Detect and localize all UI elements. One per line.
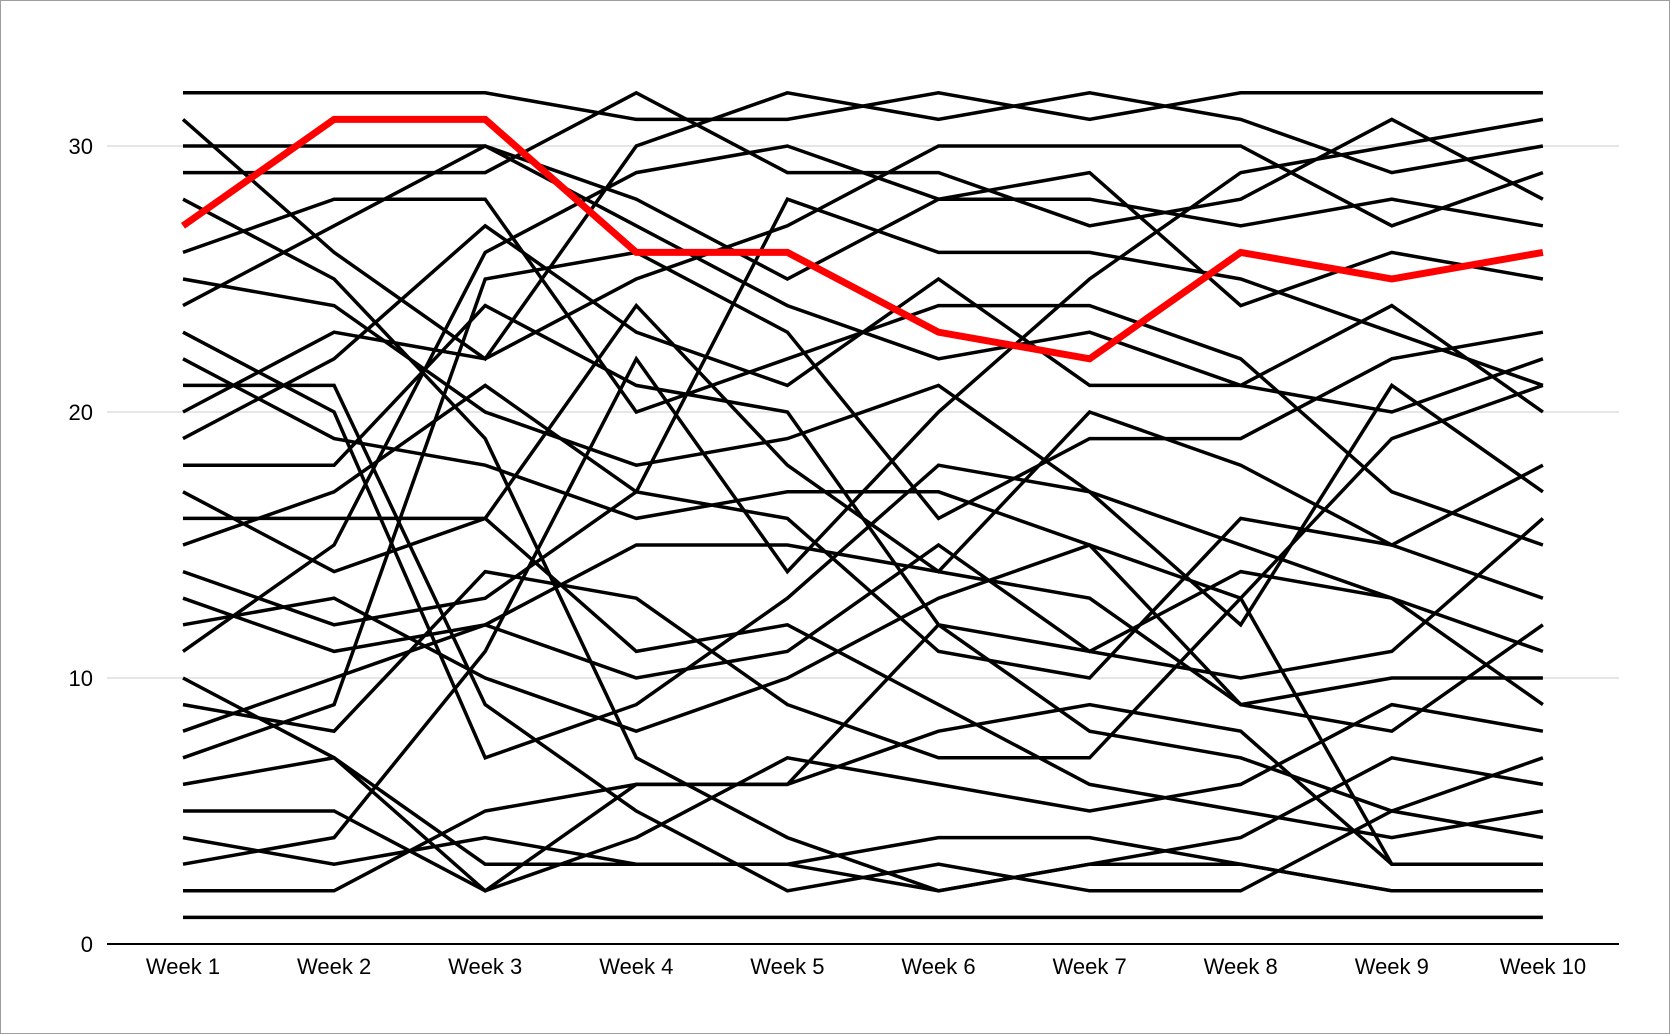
x-tick-label: Week 9 [1355,954,1429,979]
series-line-20 [182,542,1544,734]
series-line-18 [182,197,1544,627]
x-tick-label: Week 4 [599,954,673,979]
series-line-9 [182,330,1544,760]
series-line-26 [182,702,1544,893]
y-tick-label: 20 [69,400,93,425]
series-line-24 [182,542,1544,733]
series-line-4 [183,90,1544,228]
series-line-30 [183,702,1543,893]
series-line-16 [183,516,1544,840]
y-tick-label: 30 [69,134,93,159]
highlight-series-line [180,115,1544,363]
x-tick-label: Week 7 [1053,954,1127,979]
series-line-15 [182,302,1544,600]
series-line-17 [182,383,1544,680]
tick-labels: 0 10 20 30 Week 1 Week 2 Week 3 Week 4 Week 5 Wee… [69,134,1587,979]
series-line-25 [182,250,1544,760]
series-line-12 [182,144,1544,414]
y-tick-label: 10 [69,666,93,691]
x-tick-label: Week 10 [1500,954,1586,979]
series-line-7 [182,277,1544,654]
series-line-29 [182,117,1544,866]
series-line-13 [182,223,1544,441]
x-tick-label: Week 3 [448,954,522,979]
series-line-22 [182,676,1543,893]
series-line-2 [181,90,1544,362]
series-lines [181,90,1545,920]
series-line-8 [182,144,1544,308]
x-tick-label: Week 8 [1204,954,1278,979]
x-tick-label: Week 5 [750,954,824,979]
x-tick-label: Week 1 [146,954,220,979]
x-tick-label: Week 2 [297,954,371,979]
series-line-28 [182,755,1544,893]
series-line-21 [181,144,1544,653]
series-line-10 [182,357,1543,866]
highlight-series [180,115,1544,363]
y-tick-label: 0 [81,932,93,957]
x-tick-label: Week 6 [901,954,975,979]
